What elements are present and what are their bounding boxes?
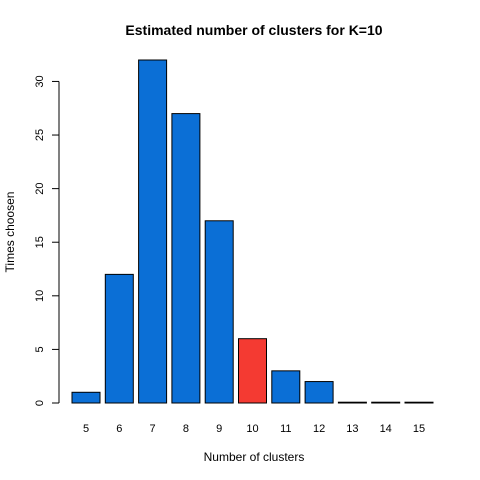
- x-axis-label: Number of clusters: [204, 450, 305, 464]
- bar-7: [138, 59, 168, 404]
- y-tick-label: 10: [34, 290, 46, 302]
- bar-15: [404, 401, 434, 404]
- bar-9: [204, 220, 234, 404]
- y-tick-label: 25: [34, 129, 46, 141]
- x-tick-label: 14: [380, 423, 392, 435]
- x-tick-label: 13: [346, 423, 358, 435]
- x-tick-label: 12: [313, 423, 325, 435]
- x-axis-ticks: 5 6 7 8 9 10 11 12 13 14 15: [83, 423, 425, 435]
- chart-title: Estimated number of clusters for K=10: [125, 22, 382, 38]
- bar-14: [371, 401, 401, 404]
- y-tick-label: 15: [34, 236, 46, 248]
- y-tick-label: 0: [34, 400, 46, 406]
- y-axis: 0 5 10 15 20 25 30: [34, 75, 60, 406]
- x-tick-label: 10: [246, 423, 258, 435]
- y-tick-label: 20: [34, 183, 46, 195]
- x-tick-label: 9: [216, 423, 222, 435]
- bar-13: [337, 401, 367, 404]
- x-tick-label: 6: [116, 423, 122, 435]
- x-tick-label: 5: [83, 423, 89, 435]
- bar-10: [238, 338, 267, 404]
- bar-6: [104, 273, 134, 404]
- bar-12: [304, 381, 334, 404]
- x-tick-label: 7: [150, 423, 156, 435]
- x-tick-label: 11: [280, 423, 291, 435]
- y-tick-label: 30: [34, 75, 46, 87]
- bar-5: [71, 391, 101, 404]
- bars: [71, 59, 434, 404]
- bar-11: [271, 370, 301, 404]
- x-tick-label: 8: [183, 423, 189, 435]
- y-tick-label: 5: [34, 346, 46, 352]
- y-axis-label: Times choosen: [3, 192, 17, 273]
- bar-8: [171, 113, 201, 404]
- x-tick-label: 15: [413, 423, 425, 435]
